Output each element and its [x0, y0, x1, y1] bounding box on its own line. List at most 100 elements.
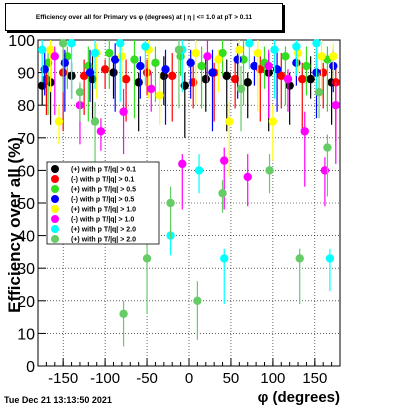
data-point [90, 48, 100, 58]
x-axis-label: φ (degrees) [258, 389, 340, 406]
data-point [134, 78, 143, 87]
legend-label: (-) with p T/|q| > 0.1 [71, 177, 134, 184]
data-point [119, 309, 128, 319]
data-point [121, 74, 131, 84]
legend-box [46, 161, 160, 245]
y-tick-label: 0 [26, 359, 35, 376]
data-point [218, 189, 227, 198]
data-point [174, 45, 184, 54]
y-tick-label: 70 [17, 131, 35, 148]
data-point [236, 84, 246, 94]
data-point [281, 52, 290, 61]
legend-label: (+) with p T/|q| > 1.0 [71, 207, 136, 214]
x-tick-label: -100 [90, 370, 120, 387]
data-point [268, 117, 278, 126]
data-point [250, 61, 259, 71]
data-point [50, 52, 59, 61]
data-point [105, 48, 114, 58]
data-point [116, 39, 125, 48]
legend-label: (+) with p T/|q| > 2.0 [71, 227, 136, 234]
data-point [300, 127, 309, 136]
data-point [119, 107, 128, 116]
data-point [96, 127, 106, 136]
data-point [142, 68, 152, 77]
y-tick-label: 20 [17, 294, 35, 311]
data-point [243, 78, 252, 87]
data-point [331, 101, 341, 110]
y-tick-label: 10 [17, 326, 35, 343]
data-point [155, 91, 164, 100]
legend-marker [51, 175, 59, 183]
data-point [117, 52, 127, 61]
data-point [312, 39, 321, 48]
y-tick-label: 100 [8, 33, 35, 50]
data-point [325, 254, 335, 263]
legend-marker [51, 205, 59, 213]
data-point [283, 74, 293, 84]
data-point [178, 159, 187, 169]
data-point [197, 61, 206, 71]
legend-marker [51, 165, 59, 173]
data-point [220, 254, 229, 263]
data-point [109, 68, 118, 77]
data-point [295, 254, 304, 263]
x-tick-label: 50 [223, 370, 240, 387]
data-point [314, 87, 324, 97]
data-point [58, 39, 68, 48]
legend-marker [51, 225, 59, 233]
x-tick-label: 100 [260, 370, 285, 387]
data-point [253, 48, 262, 58]
data-point [90, 117, 100, 126]
y-tick-label: 50 [17, 196, 35, 213]
data-point [317, 52, 326, 61]
data-point [151, 58, 160, 68]
data-point [201, 74, 210, 84]
data-point [67, 39, 76, 48]
data-point [323, 143, 332, 152]
data-point [46, 45, 55, 54]
data-point [168, 71, 177, 81]
legend-marker [51, 185, 59, 193]
data-point [142, 254, 152, 263]
data-point [225, 117, 234, 126]
legend-label: (+) with p T/|q| > 0.1 [71, 167, 136, 174]
data-point [270, 45, 279, 54]
data-point [136, 61, 145, 71]
data-point [75, 87, 85, 97]
y-tick-label: 40 [17, 229, 35, 246]
y-axis-label: Efficiency over all (%) [5, 137, 24, 313]
data-point [130, 55, 139, 64]
x-tick-label: 0 [185, 370, 193, 387]
data-point [147, 84, 156, 94]
data-point [235, 45, 244, 54]
data-point [222, 71, 231, 81]
data-point [329, 52, 338, 61]
y-tick-label: 80 [17, 98, 35, 115]
data-point [302, 61, 311, 71]
x-tick-label: -150 [48, 370, 78, 387]
data-point [277, 71, 286, 81]
data-point [220, 156, 229, 165]
data-point [194, 166, 204, 175]
y-tick-label: 30 [17, 261, 35, 278]
legend-label: (+) with p T/|q| > 0.5 [71, 187, 136, 194]
data-point [166, 198, 175, 208]
legend-label: (+) with p T/|q| > 2.0 [71, 237, 136, 244]
data-point [186, 58, 195, 68]
x-tick-label: 150 [302, 370, 327, 387]
data-point [264, 61, 273, 71]
data-point [191, 48, 200, 58]
data-point [245, 39, 254, 48]
data-point [100, 65, 110, 74]
data-point [141, 42, 150, 51]
data-point [243, 172, 252, 182]
data-point [161, 65, 170, 74]
data-point [239, 55, 248, 64]
legend-marker [51, 195, 59, 203]
data-point [110, 55, 120, 64]
data-point [42, 74, 51, 84]
data-point [233, 55, 242, 64]
legend: (+) with p T/|q| > 0.1 (-) with p T/|q| >… [46, 161, 160, 245]
chart-title: Efficiency over all for Primary vs φ (de… [35, 13, 253, 21]
